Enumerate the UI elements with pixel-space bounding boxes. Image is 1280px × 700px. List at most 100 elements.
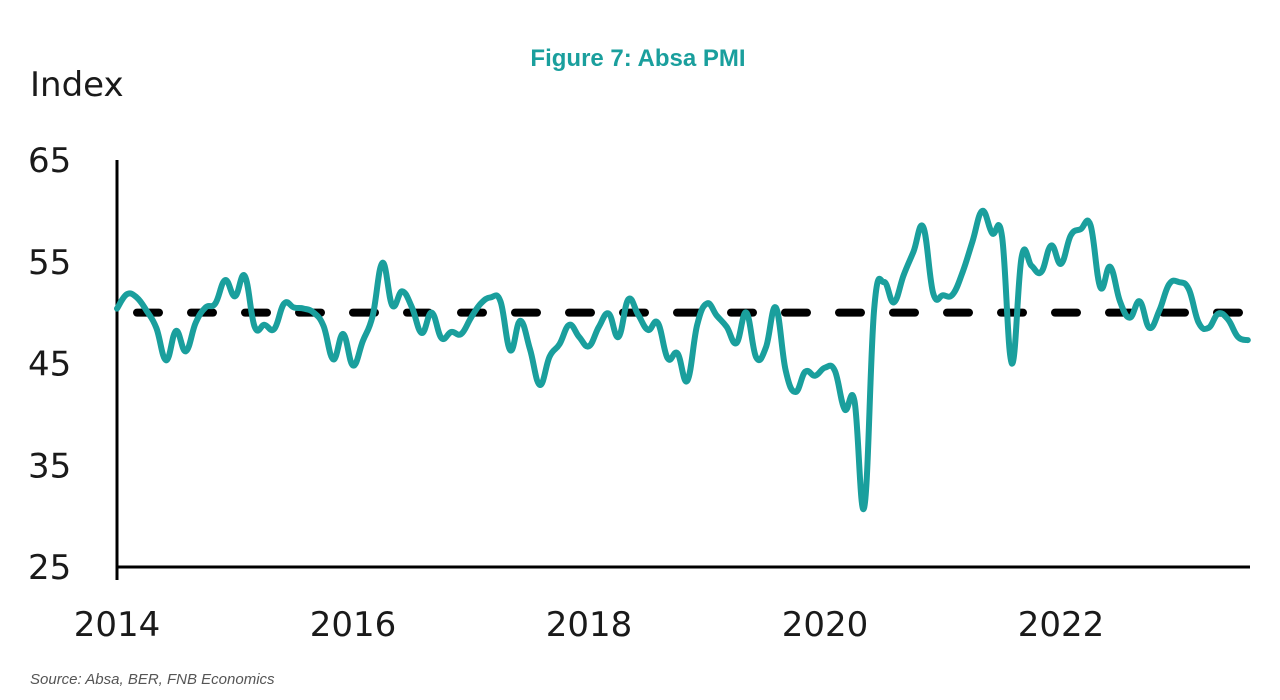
data-point (125, 292, 129, 296)
x-tick-label: 2018 (546, 605, 633, 645)
data-point (1020, 255, 1024, 259)
data-point (803, 370, 807, 374)
data-point (843, 407, 847, 411)
data-point (666, 356, 670, 360)
y-axis-label: Index (30, 65, 124, 105)
data-point (459, 332, 463, 336)
data-point (872, 307, 876, 311)
data-point (184, 349, 188, 353)
data-point (921, 225, 925, 229)
data-point (371, 314, 375, 318)
data-point (420, 331, 424, 335)
data-point (164, 358, 168, 362)
data-point (469, 316, 473, 320)
data-point (764, 345, 768, 349)
data-point (823, 366, 827, 370)
data-point (410, 306, 414, 310)
data-point (774, 306, 778, 310)
data-point (1000, 234, 1004, 238)
data-point (1148, 326, 1152, 330)
data-point (695, 323, 699, 327)
data-point (1207, 326, 1211, 330)
data-point (892, 300, 896, 304)
data-point (1216, 312, 1220, 316)
y-tick-label: 65 (28, 141, 71, 181)
data-point (361, 339, 365, 343)
data-point (705, 302, 709, 306)
data-point (567, 323, 571, 327)
data-point (626, 297, 630, 301)
data-point (1030, 264, 1034, 268)
data-point (725, 325, 729, 329)
data-point (617, 335, 621, 339)
data-point (440, 336, 444, 340)
data-point (882, 280, 886, 284)
data-point (508, 348, 512, 352)
data-point (685, 379, 689, 383)
data-point (1187, 287, 1191, 291)
data-point (853, 399, 857, 403)
data-point (862, 505, 866, 509)
x-tick-label: 2014 (74, 605, 161, 645)
y-tick-label: 35 (28, 446, 71, 486)
data-point (951, 292, 955, 296)
data-point (558, 342, 562, 346)
data-point (548, 354, 552, 358)
data-point (430, 311, 434, 315)
data-point (499, 299, 503, 303)
data-point (833, 369, 837, 373)
data-point (754, 355, 758, 359)
data-point (1098, 285, 1102, 289)
data-point (1177, 280, 1181, 284)
data-point (115, 307, 119, 311)
data-point (145, 309, 149, 313)
data-point (174, 329, 178, 333)
data-point (1118, 299, 1122, 303)
data-point (636, 313, 640, 317)
data-point (538, 383, 542, 387)
data-point (292, 306, 296, 310)
data-point (233, 294, 237, 298)
data-point (656, 321, 660, 325)
data-point (607, 312, 611, 316)
data-point (813, 374, 817, 378)
data-point (351, 364, 355, 368)
data-point (1197, 321, 1201, 325)
data-point (1089, 223, 1093, 227)
data-point (154, 326, 158, 330)
data-point (990, 231, 994, 235)
data-point (971, 239, 975, 243)
data-point (912, 250, 916, 254)
data-point (715, 314, 719, 318)
data-point (282, 302, 286, 306)
source-note: Source: Absa, BER, FNB Economics (30, 671, 275, 688)
data-point (1059, 262, 1063, 266)
data-point (204, 306, 208, 310)
x-tick-label: 2016 (310, 605, 397, 645)
data-point (961, 270, 965, 274)
data-point (479, 302, 483, 306)
data-point (587, 344, 591, 348)
y-tick-labels: 65 55 45 35 25 (28, 141, 71, 588)
data-point (1049, 244, 1053, 248)
x-tick-label: 2022 (1018, 605, 1105, 645)
y-tick-label: 25 (28, 548, 71, 588)
data-point (676, 351, 680, 355)
data-point (322, 324, 326, 328)
data-point (980, 209, 984, 213)
data-point (597, 325, 601, 329)
data-point (1246, 338, 1250, 342)
data-point (135, 295, 139, 299)
data-point (302, 307, 306, 311)
data-point (577, 335, 581, 339)
data-point (400, 289, 404, 293)
data-point (1226, 318, 1230, 322)
y-tick-label: 45 (28, 345, 71, 385)
data-point (1167, 282, 1171, 286)
data-point (312, 311, 316, 315)
data-point (528, 347, 532, 351)
data-point (253, 325, 257, 329)
data-point (1010, 362, 1014, 366)
data-point (194, 321, 198, 325)
